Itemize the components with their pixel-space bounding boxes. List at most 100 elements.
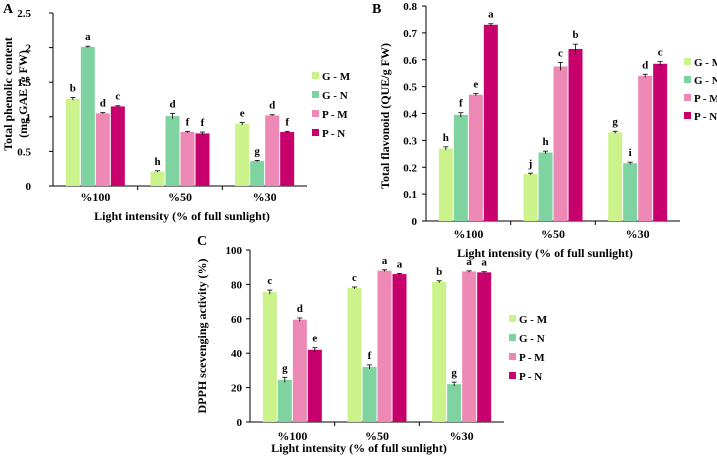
panel-b-bar [653,63,668,221]
panel-a-bar [235,123,250,186]
panel-c-ytick-label: 0 [237,417,243,429]
panel-c-significance-letter: d [297,303,303,315]
panel-c-ytick-label: 100 [226,245,243,257]
panel-b-ytick-label: 0.2 [403,162,417,174]
panel-c-significance-letter: c [267,275,272,287]
panel-c-ytick-label: 80 [231,279,243,291]
panel-c-xlabel: Light intensity (% of full sunlight) [271,441,447,455]
panel-c-ylabel: DPPH scevenging activity (%) [195,259,209,414]
panel-a-bar [150,171,165,186]
panel-c-bar [477,272,492,422]
panel-b-xlabel: Light intensity (% of full sunlight) [457,246,633,260]
panel-c-significance-letter: b [436,266,442,278]
panel-b-bar [468,94,483,221]
panel-b-significance-letter: f [459,98,463,110]
panel-c-legend-swatch [509,353,516,360]
panel-b-bar [568,49,583,221]
panel-a-significance-letter: a [85,31,91,43]
panel-b-ytick-label: 0.7 [403,28,417,40]
panel-b-category-label: %30 [626,227,650,241]
panel-b-bar [483,24,498,221]
panel-a-bar [280,132,295,186]
panel-a-legend-swatch [312,110,319,117]
panel-c-significance-letter: e [312,333,317,345]
panel-c-legend-label: P - M [519,352,545,364]
panel-b-ytick-label: 0.4 [403,109,417,121]
panel-b-ytick-label: 0.5 [403,82,417,94]
panel-c-legend-swatch [509,315,516,322]
panel-a-legend-label: G - N [322,90,348,102]
panel-b-legend-label: G - M [694,57,717,69]
panel-a-significance-letter: d [169,98,175,110]
panel-c-significance-letter: f [368,350,372,362]
panel-a-legend-swatch [312,72,319,79]
panel-b-significance-letter: c [558,47,563,59]
panel-b-significance-letter: d [642,59,648,71]
panel-a-ylabel-line1: Total phenolic content [1,37,15,151]
panel-b-significance-letter: a [488,9,494,21]
panel-b-legend-swatch [684,58,691,65]
panel-c-category-label: %100 [277,429,307,443]
panel-a-xlabel: Light intensity (% of full sunlight) [94,209,270,223]
panel-a-ytick-label: 2 [26,43,32,55]
panel-b-ytick-label: 0.1 [403,189,417,201]
panel-b: B Total flavonoid (QUE/g FW) Light inten… [372,1,717,260]
panel-a-bar [180,132,195,186]
panel-c-legend-swatch [509,334,516,341]
panel-b-significance-letter: b [572,29,578,41]
panel-c-bar [462,271,477,422]
panel-a-significance-letter: d [100,98,106,110]
panel-b-significance-letter: c [658,47,663,59]
panel-b-ytick-label: 0.8 [403,1,417,13]
panel-a-significance-letter: c [115,91,120,103]
panel-c-significance-letter: g [282,362,288,374]
panel-a-significance-letter: f [201,117,205,129]
panel-b-significance-letter: h [542,136,548,148]
panel-b-bar [538,152,553,221]
panel-a-significance-letter: e [240,107,245,119]
panel-c-bar [447,384,462,422]
panel-b-bar [438,148,453,221]
panel-a-bar [80,46,95,186]
panel-c-ytick-label: 40 [231,348,243,360]
panel-a-bar [65,98,80,186]
panel-c-bar [432,281,447,422]
panel-c-legend-label: G - N [519,333,545,345]
panel-b-bar [623,163,638,221]
panel-a-legend-label: P - N [322,128,345,140]
panel-a-category-label: %100 [80,190,110,204]
panel-a-ytick-label: 0.5 [17,146,31,158]
panel-a-category-label: %30 [253,190,277,204]
panel-c-bar [377,270,392,422]
panel-a-significance-letter: g [254,145,260,157]
panel-c-significance-letter: a [481,257,487,269]
panel-c-ytick-label: 60 [231,314,243,326]
panel-c-significance-letter: a [382,255,388,267]
panel-a-significance-letter: d [269,100,275,112]
panel-b-legend-swatch [684,112,691,119]
panel-b-bar [523,173,538,221]
panel-b-bar [553,66,568,221]
panel-c-category-label: %30 [450,429,474,443]
panel-a-legend-label: G - M [322,71,351,83]
panel-a-bar [110,106,125,186]
panel-b-ytick-label: 0.3 [403,135,417,147]
panel-b-legend-swatch [684,76,691,83]
panel-a-bar [265,115,280,186]
panel-b-legend-label: P - M [694,93,717,105]
panel-a-legend-swatch [312,129,319,136]
panel-c-bar [362,366,377,422]
panel-b-bar [608,132,623,221]
panel-c-bar [347,287,362,422]
panel-b-significance-letter: i [629,147,632,159]
panel-a-significance-letter: h [154,156,160,168]
panel-a-significance-letter: b [70,82,76,94]
panel-a-ylabel-line2: (mg GAE /g FW) [16,50,30,138]
panel-a-bar [95,113,110,186]
panel-b-category-label: %100 [453,227,483,241]
panel-c-bar [292,319,307,422]
panel-b-legend-label: G - N [694,75,717,87]
panel-a-letter: A [3,2,14,17]
panel-a-ytick-label: 1.5 [17,77,31,89]
